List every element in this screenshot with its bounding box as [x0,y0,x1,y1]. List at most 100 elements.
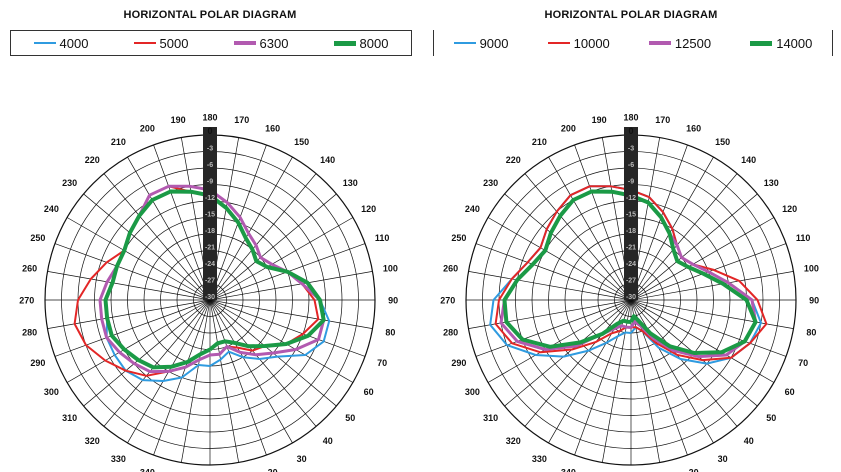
grid-spoke [548,156,632,301]
polar-plot-left: 0102030405060708090100110120130140150160… [19,112,398,472]
grid-spoke [209,299,373,329]
grid-spoke [487,299,632,383]
legend-label-8000: 8000 [359,35,389,51]
polar-plot-right: 0102030405060708090100110120130140150160… [440,112,819,472]
angle-label: 140 [320,155,335,165]
angle-label: 290 [30,358,45,368]
angle-label: 90 [809,296,819,306]
grid-spoke [630,299,787,357]
angle-label: 310 [62,413,77,423]
legend-swatch-8000 [333,40,356,46]
grid-spoke [475,299,632,357]
grid-spoke [127,156,211,301]
angle-label: 170 [655,115,670,125]
scale-bar [624,127,638,300]
legend-right: 9000 10000 12500 14000 [433,30,833,56]
angle-label: 50 [766,413,776,423]
scale-label: -12 [205,195,215,202]
angle-label: 300 [465,387,480,397]
grid-spoke [487,217,632,301]
angle-label: 200 [140,123,155,133]
angle-label: 240 [44,204,59,214]
angle-label: 220 [85,155,100,165]
angle-label: 250 [30,233,45,243]
angle-label: 140 [741,155,756,165]
legend-label-10000: 10000 [573,35,610,51]
angle-label: 90 [388,296,398,306]
grid-spoke [209,299,366,357]
grid-spoke [66,299,211,383]
angle-label: 20 [268,468,278,472]
scale-label: -15 [626,212,636,219]
angle-label: 270 [440,296,455,306]
legend-swatch-9000 [453,42,476,44]
scale-label: -27 [205,278,215,285]
chart-title-right: HORIZONTAL POLAR DIAGRAM [544,9,718,21]
scale-label: 0 [628,126,633,136]
angle-label: 230 [483,178,498,188]
grid-spoke [103,299,211,427]
grid-spoke [468,271,632,301]
angle-label: 240 [465,204,480,214]
scale-label: -9 [628,179,634,186]
angle-label: 330 [111,454,126,464]
grid-spoke [103,173,211,301]
legend-item-14000: 14000 [750,36,812,51]
scale-label: -21 [626,245,636,252]
angle-label: 50 [345,413,355,423]
grid-spoke [47,271,211,301]
grid-spoke [209,299,267,456]
angle-label: 200 [561,123,576,133]
scale-label: -30 [205,294,215,301]
angle-label: 100 [804,264,819,274]
legend-item-8000: 8000 [333,35,389,51]
angle-label: 30 [718,454,728,464]
angle-label: 150 [294,137,309,147]
grid-spoke [153,144,211,301]
scale-label: -6 [628,162,634,169]
grid-spoke [209,299,239,463]
scale-bar [203,127,217,300]
legend-label-5000: 5000 [159,35,189,51]
angle-label: 60 [785,387,795,397]
angle-label: 180 [623,112,638,122]
grid-spoke [574,144,632,301]
angle-label: 120 [782,204,797,214]
angle-label: 160 [265,123,280,133]
scale-label: -21 [205,245,215,252]
grid-spoke [209,217,354,301]
scale-label: -30 [626,294,636,301]
angle-label: 190 [171,115,186,125]
angle-label: 80 [806,327,816,337]
grid-spoke [630,193,758,301]
angle-label: 220 [506,155,521,165]
scale-label: -3 [628,146,634,153]
angle-label: 340 [561,468,576,472]
grid-spoke [54,299,211,357]
legend-label-12500: 12500 [674,35,712,51]
angle-label: 70 [377,358,387,368]
scale-label: -9 [207,179,213,186]
angle-label: 270 [19,296,34,306]
scale-label: 0 [207,126,212,136]
grid-spoke [524,299,632,427]
grid-spoke [209,299,317,427]
grid-spoke [83,193,211,301]
angle-label: 130 [343,178,358,188]
grid-spoke [209,156,293,301]
grid-spoke [209,299,293,444]
angle-label: 260 [443,264,458,274]
angle-label: 340 [140,468,155,472]
legend-swatch-6300 [233,41,256,45]
angle-label: 120 [361,204,376,214]
grid-spoke [630,173,738,301]
grid-spoke [209,173,317,301]
angle-label: 280 [443,327,458,337]
left-polar-panel: HORIZONTAL POLAR DIAGRAM 4000 5000 6300 … [0,0,420,472]
grid-spoke [66,217,211,301]
angle-label: 260 [22,264,37,274]
angle-label: 210 [532,137,547,147]
scale-label: -24 [626,261,636,268]
angle-label: 70 [798,358,808,368]
grid-spoke [630,144,688,301]
